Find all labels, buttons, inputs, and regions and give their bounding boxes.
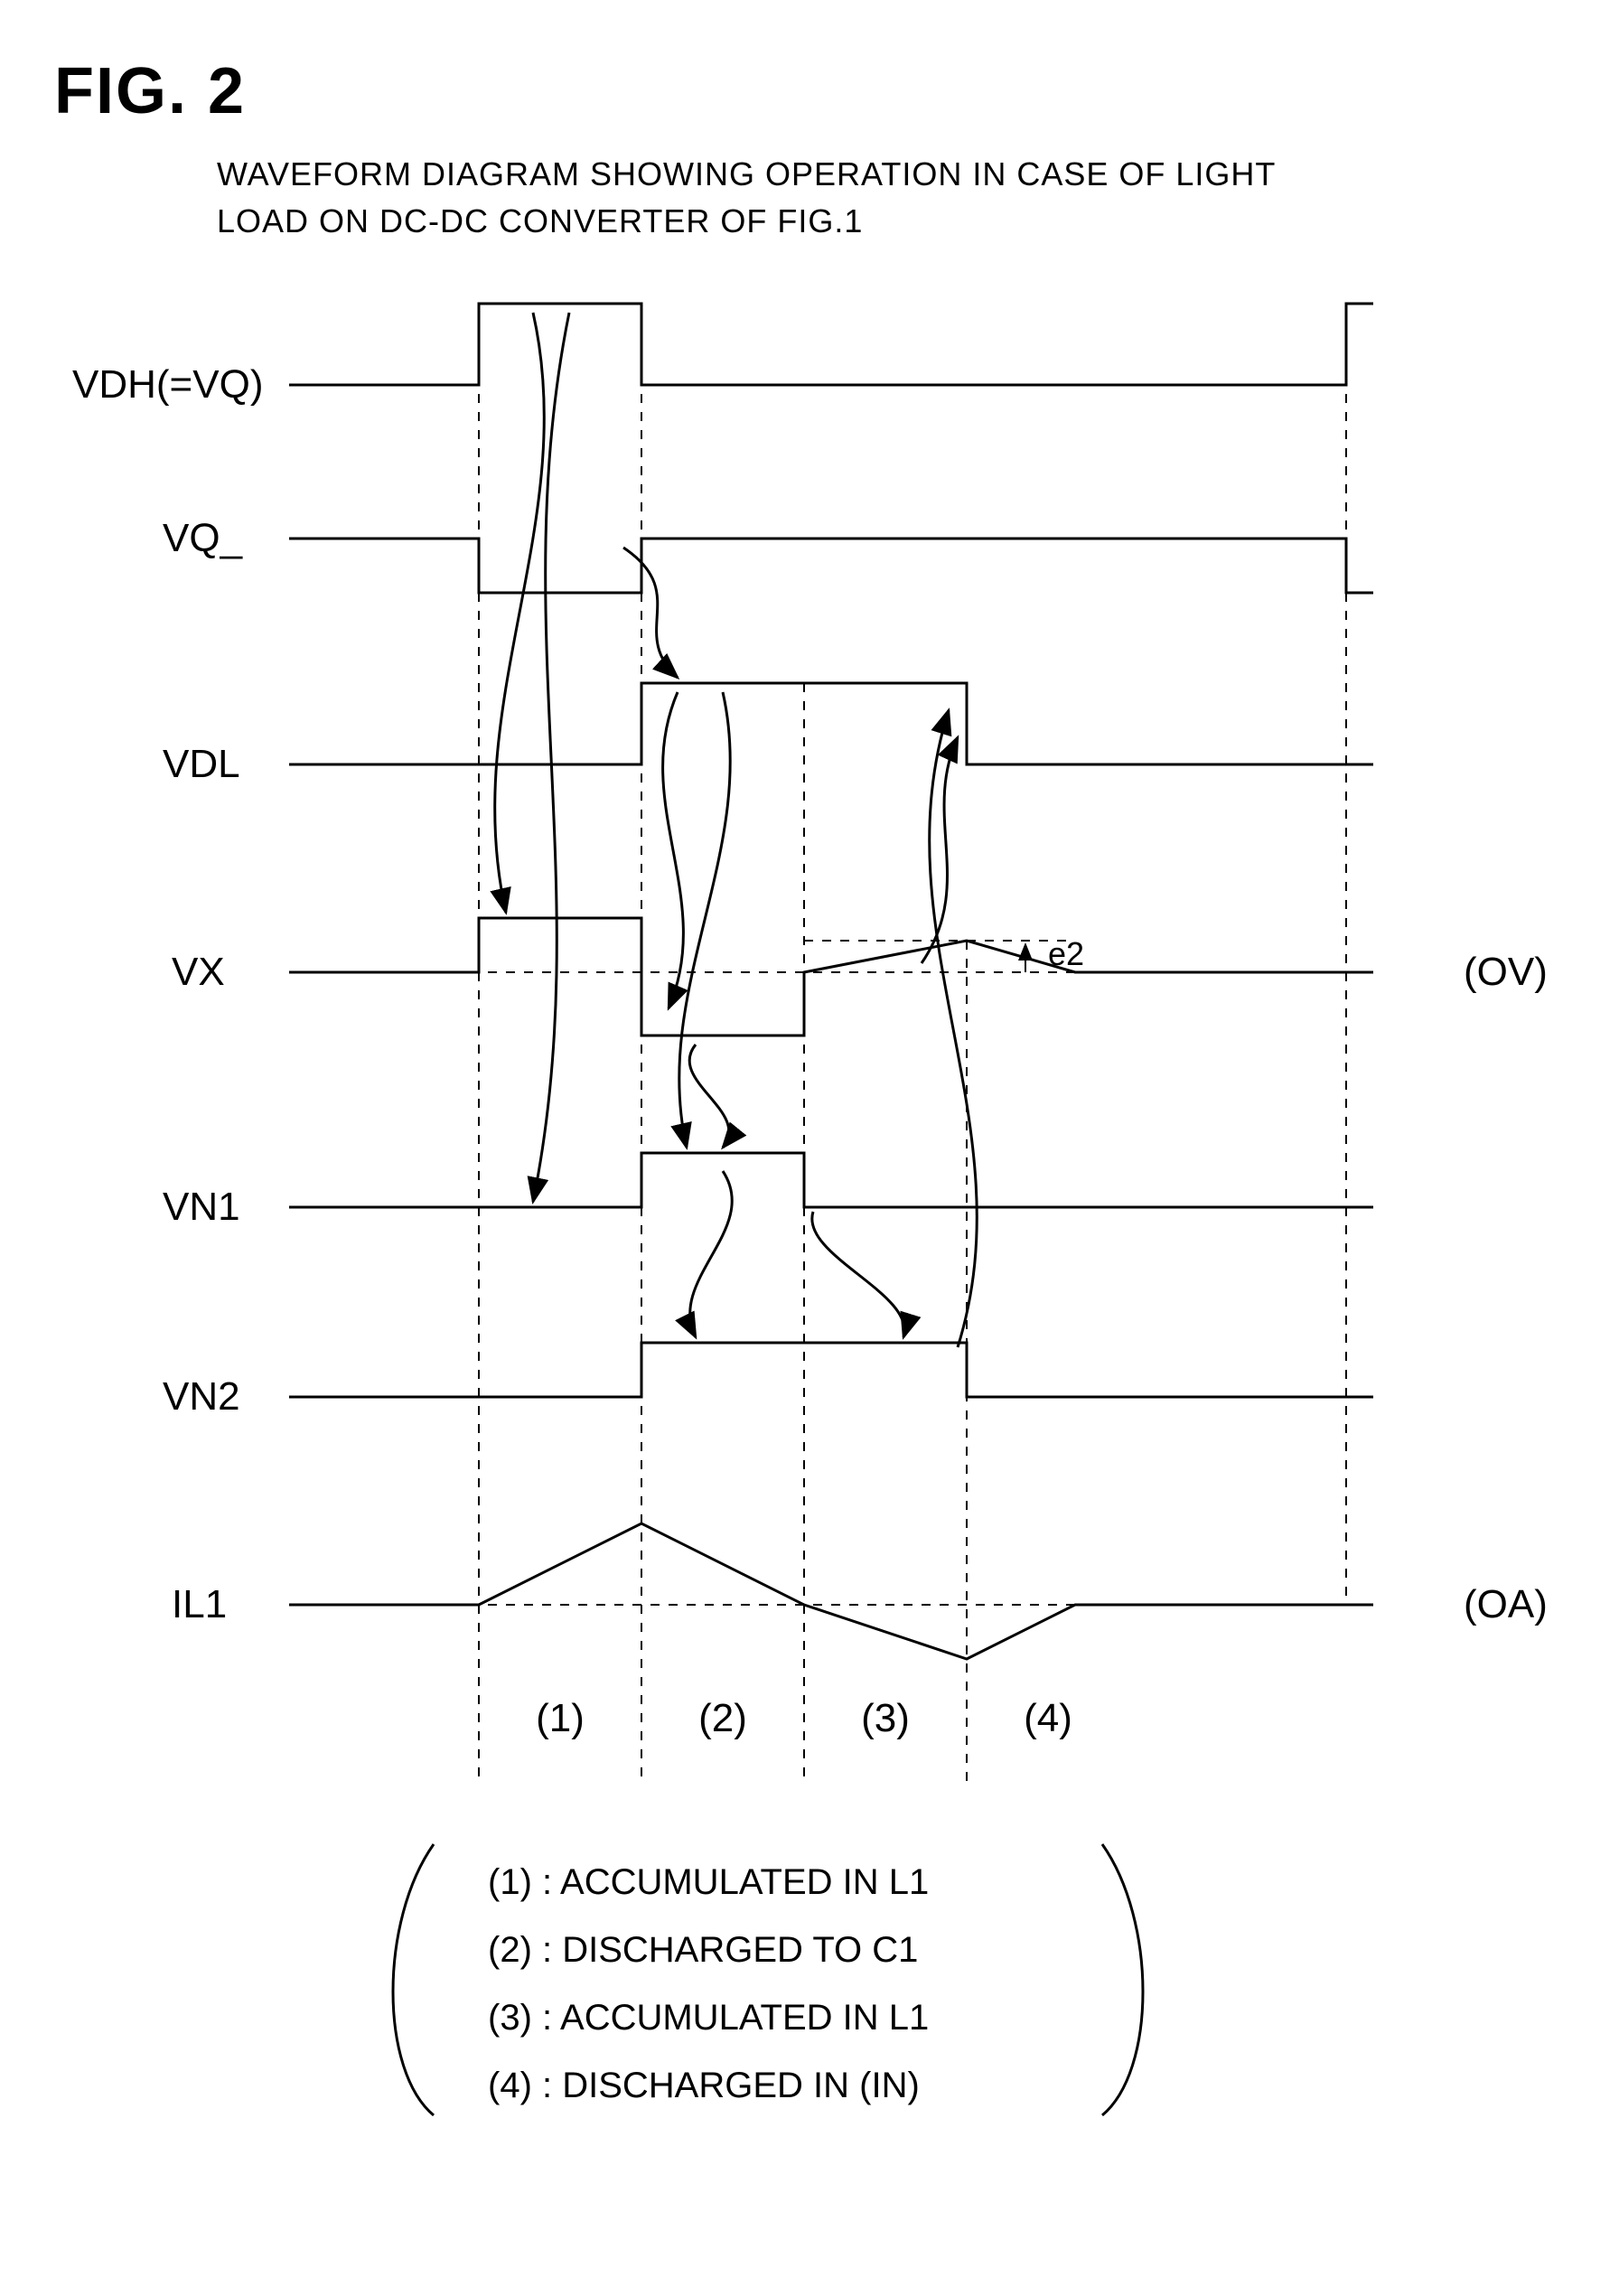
svg-text:VQ_: VQ_ bbox=[163, 516, 243, 560]
svg-text:VN1: VN1 bbox=[163, 1185, 240, 1229]
subtitle-line-2: LOAD ON DC-DC CONVERTER OF FIG.1 bbox=[217, 202, 1565, 240]
svg-text:(OV): (OV) bbox=[1464, 950, 1548, 994]
svg-text:(3): (3) bbox=[861, 1696, 910, 1740]
svg-text:VDH(=VQ): VDH(=VQ) bbox=[72, 362, 263, 407]
waveform-diagram: VDH(=VQ) VQ_ VDL VX e2 (OV) VN1 VN2 IL1 (OA) (1) (2… bbox=[54, 249, 1565, 2237]
svg-text:VN2: VN2 bbox=[163, 1374, 240, 1419]
figure-title: FIG. 2 bbox=[54, 54, 1565, 128]
subtitle-line-1: WAVEFORM DIAGRAM SHOWING OPERATION IN CA… bbox=[217, 155, 1565, 193]
svg-text:(2): (2) bbox=[698, 1696, 747, 1740]
svg-text:(2) : DISCHARGED TO C1: (2) : DISCHARGED TO C1 bbox=[488, 1930, 918, 1970]
svg-text:e2: e2 bbox=[1048, 935, 1084, 972]
svg-text:VDL: VDL bbox=[163, 742, 240, 786]
svg-text:(3) : ACCUMULATED IN L1: (3) : ACCUMULATED IN L1 bbox=[488, 1998, 929, 2038]
svg-text:(OA): (OA) bbox=[1464, 1582, 1548, 1626]
svg-text:(4) : DISCHARGED IN (IN): (4) : DISCHARGED IN (IN) bbox=[488, 2066, 920, 2105]
svg-text:VX: VX bbox=[172, 950, 225, 994]
svg-text:(1): (1) bbox=[536, 1696, 585, 1740]
svg-text:IL1: IL1 bbox=[172, 1582, 227, 1626]
svg-text:(4): (4) bbox=[1024, 1696, 1072, 1740]
svg-text:(1) : ACCUMULATED IN L1: (1) : ACCUMULATED IN L1 bbox=[488, 1862, 929, 1902]
